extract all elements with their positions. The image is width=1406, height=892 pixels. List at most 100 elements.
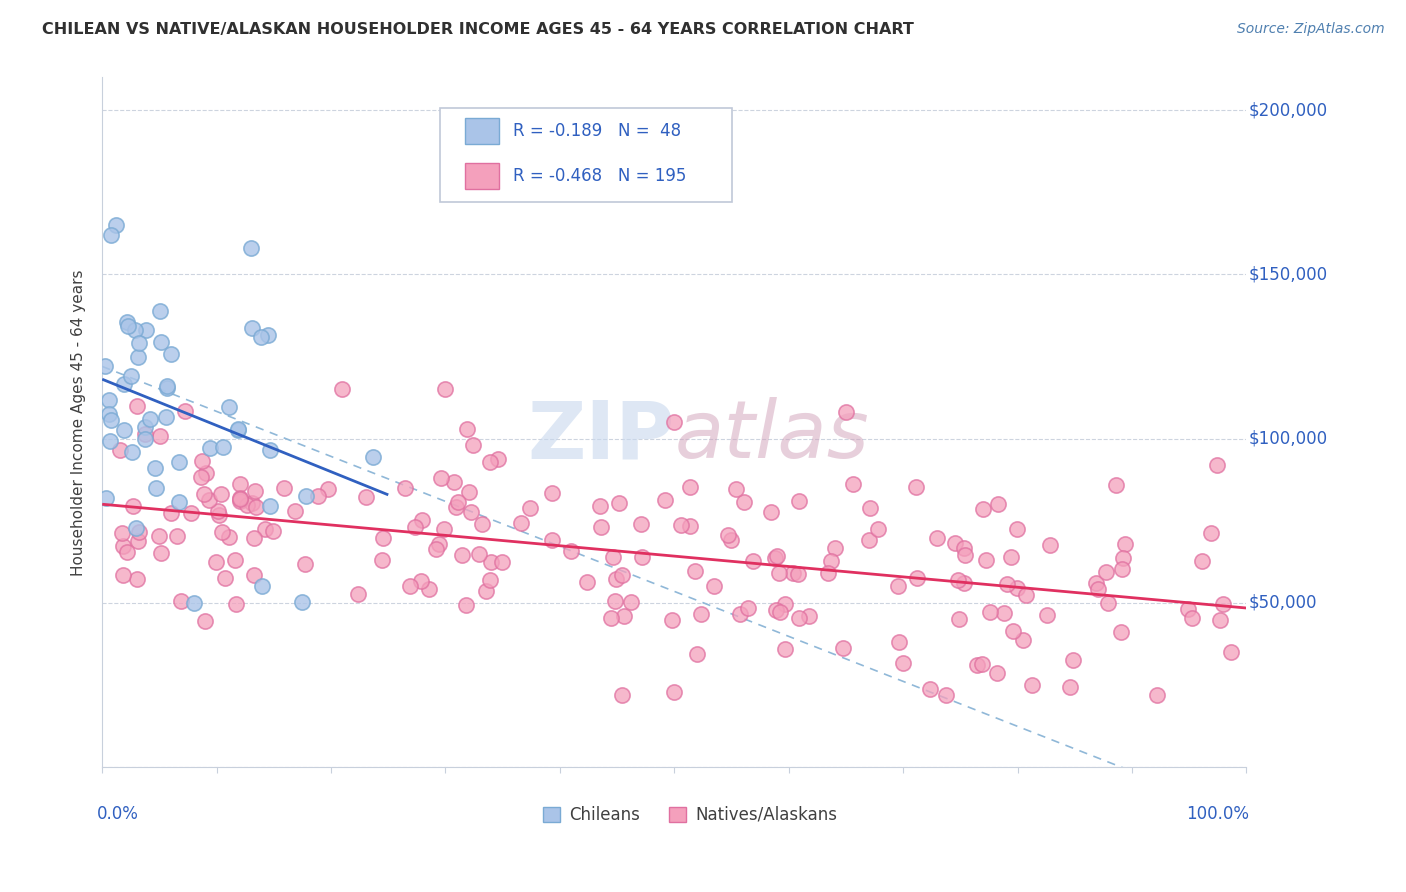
Point — [891, 657, 914, 671]
Point — [98, 407, 121, 421]
Point — [128, 336, 150, 351]
Point — [620, 595, 643, 609]
Point — [211, 524, 233, 539]
Point — [218, 400, 240, 414]
Point — [948, 612, 970, 626]
Point — [1039, 538, 1062, 552]
Point — [150, 335, 173, 350]
Point — [1111, 562, 1133, 576]
Point — [1012, 633, 1035, 648]
Point — [458, 485, 481, 500]
Point — [678, 480, 700, 494]
Text: Source: ZipAtlas.com: Source: ZipAtlas.com — [1237, 22, 1385, 37]
Point — [787, 493, 810, 508]
Point — [104, 218, 127, 232]
Point — [226, 422, 249, 436]
Text: atlas: atlas — [675, 397, 869, 475]
Point — [1114, 536, 1136, 550]
Point — [243, 483, 266, 498]
Point — [661, 613, 683, 627]
Point — [190, 469, 212, 483]
Point — [433, 522, 456, 536]
Point — [259, 499, 281, 513]
Point — [925, 531, 948, 545]
Point — [907, 571, 929, 585]
Point — [214, 571, 236, 585]
Point — [236, 498, 259, 512]
Point — [394, 481, 416, 495]
Point — [98, 393, 121, 408]
Point — [654, 493, 676, 508]
Point — [486, 452, 509, 467]
Point — [842, 477, 865, 491]
Point — [1206, 458, 1229, 472]
Point — [425, 541, 447, 556]
Point — [124, 521, 146, 535]
Point — [252, 579, 274, 593]
Point — [824, 541, 846, 555]
Text: 0.0%: 0.0% — [97, 805, 138, 823]
Point — [229, 491, 252, 506]
Point — [427, 537, 450, 551]
Point — [602, 550, 624, 565]
Point — [835, 405, 858, 419]
Point — [115, 545, 138, 559]
Point — [218, 530, 240, 544]
Point — [683, 564, 706, 578]
Point — [150, 546, 173, 560]
Point — [156, 381, 179, 395]
Point — [720, 533, 742, 548]
Point — [330, 383, 353, 397]
Point — [124, 323, 146, 337]
Point — [742, 554, 765, 568]
Point — [198, 492, 221, 507]
Point — [935, 688, 957, 702]
Point — [979, 605, 1001, 619]
Point — [966, 658, 988, 673]
Point — [361, 450, 384, 464]
Point — [191, 454, 214, 468]
Point — [630, 517, 652, 532]
Point — [1015, 588, 1038, 602]
Point — [1146, 688, 1168, 702]
Point — [243, 568, 266, 582]
Text: ZIP: ZIP — [527, 397, 675, 475]
FancyBboxPatch shape — [440, 109, 731, 202]
Point — [664, 415, 686, 429]
Point — [717, 528, 740, 542]
Point — [460, 505, 482, 519]
Point — [160, 507, 183, 521]
Point — [481, 555, 503, 569]
Point — [560, 543, 582, 558]
Point — [239, 241, 262, 255]
Point — [541, 485, 564, 500]
Point — [456, 422, 478, 436]
Point — [769, 605, 792, 619]
Point — [318, 482, 340, 496]
Text: Chileans: Chileans — [569, 805, 640, 823]
Point — [94, 359, 117, 373]
Point — [491, 556, 513, 570]
Point — [787, 566, 810, 581]
Point — [454, 598, 477, 612]
Point — [148, 529, 170, 543]
Point — [974, 553, 997, 567]
Point — [229, 494, 252, 508]
Point — [134, 432, 156, 446]
Point — [737, 601, 759, 615]
Point — [134, 419, 156, 434]
Point — [198, 441, 221, 455]
Point — [111, 568, 134, 582]
Text: CHILEAN VS NATIVE/ALASKAN HOUSEHOLDER INCOME AGES 45 - 64 YEARS CORRELATION CHAR: CHILEAN VS NATIVE/ALASKAN HOUSEHOLDER IN… — [42, 22, 914, 37]
Point — [243, 531, 266, 545]
Point — [183, 596, 205, 610]
Point — [411, 574, 433, 588]
Point — [166, 529, 188, 543]
FancyBboxPatch shape — [465, 118, 499, 145]
Point — [208, 508, 231, 522]
Point — [149, 429, 172, 443]
Point — [832, 641, 855, 656]
Point — [125, 399, 148, 413]
Point — [100, 413, 122, 427]
Point — [766, 549, 789, 564]
